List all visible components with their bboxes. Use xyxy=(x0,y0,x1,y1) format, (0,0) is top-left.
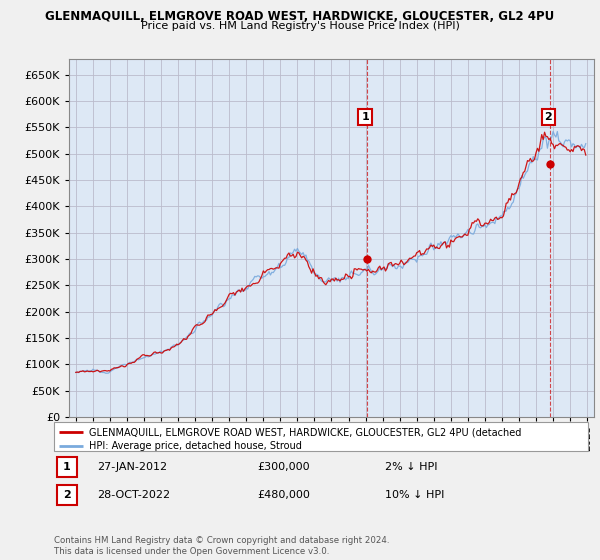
Text: 27-JAN-2012: 27-JAN-2012 xyxy=(97,462,167,472)
Text: 2% ↓ HPI: 2% ↓ HPI xyxy=(385,462,437,472)
Text: 28-OCT-2022: 28-OCT-2022 xyxy=(97,490,170,500)
Text: 2: 2 xyxy=(545,112,553,122)
FancyBboxPatch shape xyxy=(56,457,77,477)
Text: 2: 2 xyxy=(63,490,71,500)
Text: £300,000: £300,000 xyxy=(257,462,310,472)
Text: Contains HM Land Registry data © Crown copyright and database right 2024.
This d: Contains HM Land Registry data © Crown c… xyxy=(54,536,389,556)
Text: GLENMAQUILL, ELMGROVE ROAD WEST, HARDWICKE, GLOUCESTER, GL2 4PU (detached: GLENMAQUILL, ELMGROVE ROAD WEST, HARDWIC… xyxy=(89,428,521,438)
Text: 1: 1 xyxy=(361,112,369,122)
Text: GLENMAQUILL, ELMGROVE ROAD WEST, HARDWICKE, GLOUCESTER, GL2 4PU: GLENMAQUILL, ELMGROVE ROAD WEST, HARDWIC… xyxy=(46,10,554,23)
Text: £480,000: £480,000 xyxy=(257,490,310,500)
Text: 10% ↓ HPI: 10% ↓ HPI xyxy=(385,490,445,500)
Text: Price paid vs. HM Land Registry's House Price Index (HPI): Price paid vs. HM Land Registry's House … xyxy=(140,21,460,31)
Text: HPI: Average price, detached house, Stroud: HPI: Average price, detached house, Stro… xyxy=(89,441,302,451)
FancyBboxPatch shape xyxy=(56,485,77,505)
Text: 1: 1 xyxy=(63,462,71,472)
FancyBboxPatch shape xyxy=(54,422,588,451)
